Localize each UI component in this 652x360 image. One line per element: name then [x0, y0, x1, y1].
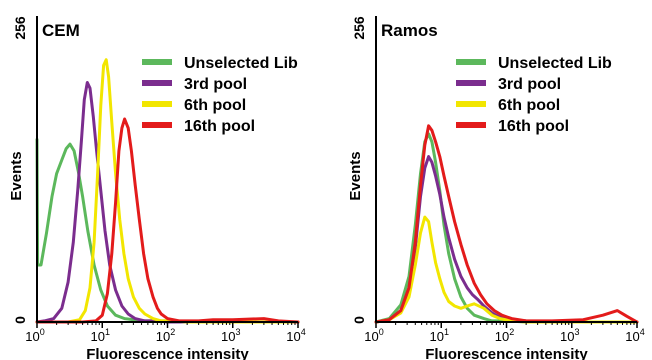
series-line-4 — [35, 117, 300, 324]
legend-label: Unselected Lib — [184, 55, 298, 72]
legend-label: Unselected Lib — [498, 55, 612, 72]
legend-label: 16th pool — [498, 118, 569, 135]
panel-title: Ramos — [381, 21, 438, 40]
y-tick-label-max: 256 — [351, 16, 367, 40]
x-tick-label: 100 — [364, 327, 383, 344]
legend-label: 3rd pool — [498, 76, 561, 93]
y-tick-label-min: 0 — [351, 316, 367, 324]
x-tick-label: 101 — [430, 327, 449, 344]
series-line-1 — [35, 138, 300, 324]
series-line-3 — [35, 58, 300, 324]
x-tick-label: 102 — [495, 327, 514, 344]
y-tick-label-min: 0 — [12, 316, 28, 324]
y-axis-label: Events — [347, 151, 364, 200]
x-tick-label: 102 — [156, 327, 175, 344]
series-line-3 — [374, 215, 639, 324]
legend-label: 16th pool — [184, 118, 255, 135]
series-line-4 — [374, 124, 639, 324]
x-tick-label: 104 — [625, 327, 644, 344]
panel-title: CEM — [42, 21, 80, 40]
x-tick-label: 104 — [286, 327, 305, 344]
x-tick-label: 101 — [91, 327, 110, 344]
series-line-2 — [35, 81, 300, 324]
legend-label: 3rd pool — [184, 76, 247, 93]
panel-ramos: 100 101 102 103 104 0 256 Events Fluorescence in… — [347, 16, 645, 360]
legend-label: 6th pool — [498, 97, 560, 114]
y-tick-label-max: 256 — [12, 16, 28, 40]
x-tick-label: 100 — [25, 327, 44, 344]
legend-label: 6th pool — [184, 97, 246, 114]
x-axis-label: Fluorescence intensity — [86, 346, 249, 360]
y-axis-label: Events — [8, 151, 25, 200]
x-axis-label: Fluorescence intensity — [425, 346, 588, 360]
x-tick-label: 103 — [221, 327, 240, 344]
x-tick-label: 103 — [560, 327, 579, 344]
panel-cem: 100 101 102 103 104 0 256 Events Fluorescence in… — [8, 16, 306, 360]
